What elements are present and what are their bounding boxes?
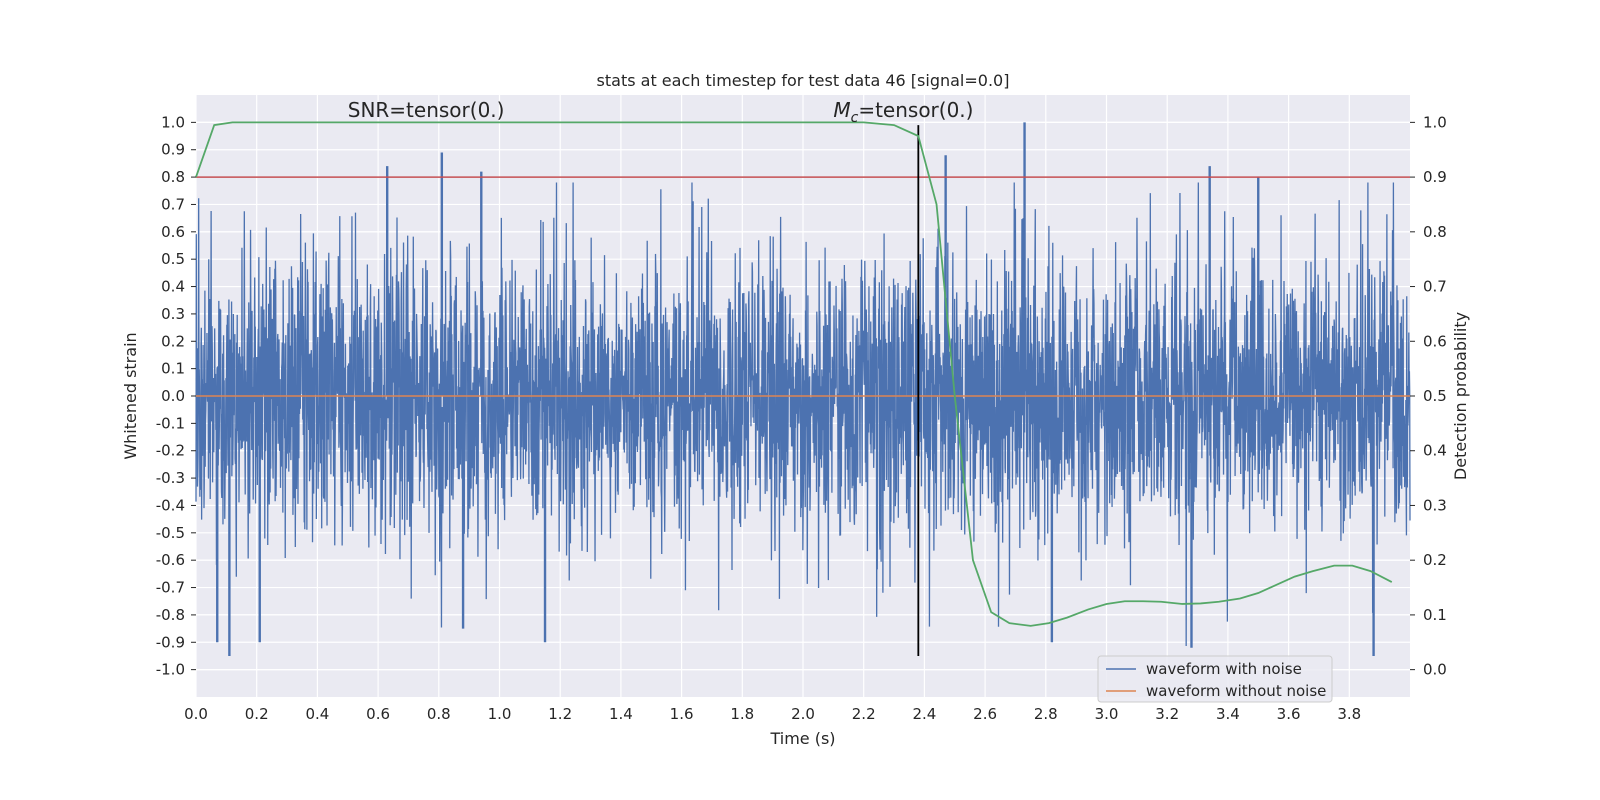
x-tick-label: 2.2 [852,705,876,723]
x-tick-label: 2.8 [1034,705,1058,723]
x-tick-label: 3.4 [1216,705,1240,723]
y-tick-label: 0.5 [161,250,185,268]
y-right-tick-label: 0.9 [1423,168,1447,186]
y-right-axis-label: Detection probability [1451,312,1470,480]
y-right-tick-label: 0.1 [1423,606,1447,624]
y-right-tick-label: 0.2 [1423,551,1447,569]
y-axis-label: Whitened strain [121,332,140,459]
y-right-tick-label: 0.8 [1423,223,1447,241]
y-right-tick-label: 1.0 [1423,113,1447,131]
x-tick-label: 1.4 [609,705,633,723]
y-tick-label: -1.0 [156,661,185,679]
x-axis-label: Time (s) [769,729,835,748]
x-tick-label: 3.0 [1095,705,1119,723]
mc-symbol: M [833,98,850,122]
detection-probability-line [195,121,1393,627]
ticks-layer: 0.0 0.2 0.4 0.6 0.8 1.0 1.2 1.4 1.6 1.8 2.0 2.2 2.4 2… [156,113,1447,723]
y-tick-label: 0.8 [161,168,185,186]
noise-waveform-line [195,182,1411,647]
x-tick-label: 3.2 [1155,705,1179,723]
x-tick-label: 0.4 [305,705,329,723]
y-tick-label: 0.7 [161,195,185,213]
legend: waveform with noise waveform without noi… [1097,655,1333,703]
noise-waveform-layer [195,122,1411,656]
y-right-tick-label: 0.4 [1423,442,1447,460]
mc-annotation: Mc=tensor(0.) [833,98,973,126]
y-tick-label: 0.6 [161,223,185,241]
x-tick-label: 3.6 [1277,705,1301,723]
legend-box [1097,655,1333,703]
series-layer [195,121,1410,656]
y-tick-label: 0.9 [161,141,185,159]
y-tick-label: -0.1 [156,414,185,432]
x-tick-label: 1.6 [670,705,694,723]
mc-subscript: c [851,110,859,126]
legend-entry-waveform-without-noise: waveform without noise [1146,682,1326,700]
x-tick-label: 2.0 [791,705,815,723]
y-tick-label: -0.3 [156,469,185,487]
y-tick-label: 0.0 [161,387,185,405]
y-tick-label: 0.3 [161,305,185,323]
y-right-tick-label: 0.0 [1423,661,1447,679]
y-tick-label: 0.2 [161,332,185,350]
x-tick-label: 2.6 [973,705,997,723]
y-tick-label: 0.1 [161,360,185,378]
y-tick-label: -0.6 [156,551,185,569]
y-tick-label: -0.9 [156,633,185,651]
y-tick-label: 0.4 [161,278,185,296]
y-tick-label: 1.0 [161,113,185,131]
y-tick-label: -0.8 [156,606,185,624]
y-right-tick-label: 0.7 [1423,278,1447,296]
y-tick-label: -0.7 [156,579,185,597]
snr-annotation: SNR=tensor(0.) [348,98,505,122]
y-right-tick-label: 0.5 [1423,387,1447,405]
x-tick-label: 0.0 [184,705,208,723]
y-tick-label: -0.4 [156,496,185,514]
chart-title: stats at each timestep for test data 46 … [597,71,1010,90]
x-tick-label: 0.6 [366,705,390,723]
x-tick-label: 0.2 [245,705,269,723]
x-tick-label: 1.2 [548,705,572,723]
y-right-tick-label: 0.6 [1423,332,1447,350]
x-tick-label: 1.0 [488,705,512,723]
x-tick-label: 0.8 [427,705,451,723]
x-tick-label: 3.8 [1337,705,1361,723]
x-tick-label: 1.8 [730,705,754,723]
y-tick-label: -0.5 [156,524,185,542]
y-right-tick-label: 0.3 [1423,496,1447,514]
y-tick-label: -0.2 [156,442,185,460]
mc-value: =tensor(0.) [858,98,973,122]
x-tick-label: 2.4 [912,705,936,723]
legend-entry-waveform-with-noise: waveform with noise [1146,660,1302,678]
